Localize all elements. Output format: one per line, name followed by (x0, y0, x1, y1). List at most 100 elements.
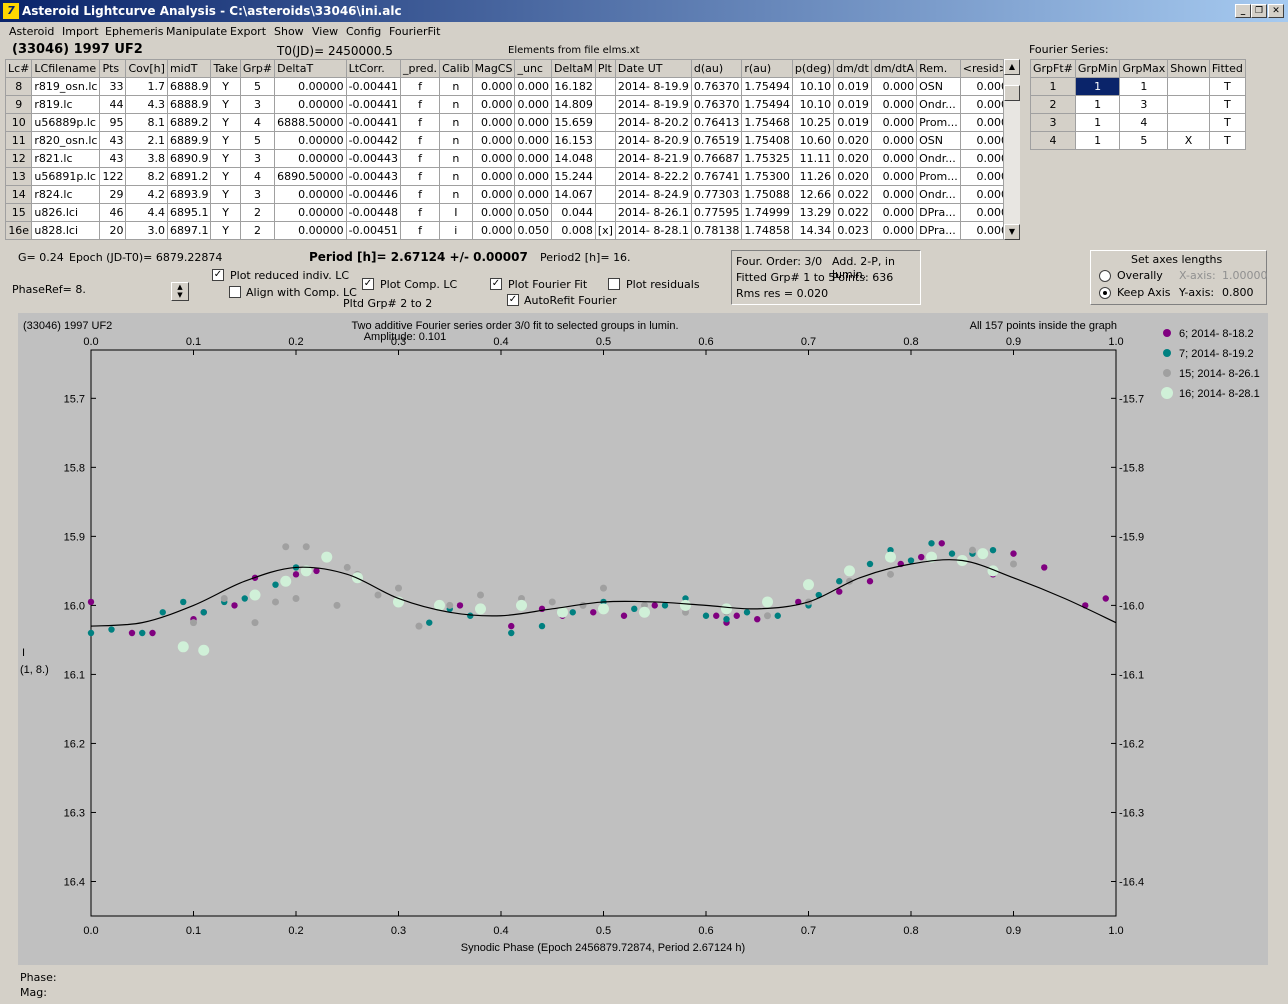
lc-cell[interactable]: 10.25 (791, 113, 835, 132)
lc-cell[interactable]: 4.3 (125, 95, 168, 114)
lc-cell[interactable]: Y (210, 77, 241, 96)
lc-col-header[interactable]: DeltaM (550, 59, 596, 78)
lc-cell[interactable]: 6888.9 (166, 95, 212, 114)
fourier-cell[interactable]: 1 (1119, 77, 1169, 96)
fourier-cell[interactable]: X (1167, 131, 1210, 150)
lc-cell[interactable]: r821.lc (31, 149, 101, 168)
lc-row-header[interactable]: 9 (5, 95, 33, 114)
fourier-row-header[interactable]: 4 (1030, 131, 1076, 150)
lc-cell[interactable]: f (400, 131, 441, 150)
lc-cell[interactable]: Y (210, 185, 241, 204)
lc-cell[interactable]: f (400, 149, 441, 168)
lc-table-row[interactable]: 13 u56891p.lc 122 8.2 6891.2 Y 4 6890.50000 -0.0… (5, 167, 1020, 186)
lc-col-header[interactable]: Date UT (614, 59, 692, 78)
lc-cell[interactable]: 0.022 (833, 185, 872, 204)
lc-cell[interactable]: -0.00441 (345, 77, 402, 96)
lc-cell[interactable]: 0.050 (514, 203, 552, 222)
lc-cell[interactable]: 0.000 (514, 77, 552, 96)
fourier-cell[interactable] (1167, 95, 1210, 114)
close-button[interactable]: ✕ (1268, 4, 1284, 18)
lc-cell[interactable]: Ondr... (916, 95, 961, 114)
lc-cell[interactable]: u56891p.lc (31, 167, 101, 186)
phaseref-spinner[interactable]: ▲ ▼ (171, 282, 189, 301)
lc-cell[interactable]: f (400, 185, 441, 204)
lc-cell[interactable]: 0.000 (959, 77, 1012, 96)
lc-cell[interactable]: n (439, 149, 473, 168)
yaxis-input[interactable]: 0.800 (1222, 286, 1254, 299)
plot-reduced-checkbox[interactable]: ✓ (212, 269, 224, 281)
lc-cell[interactable]: 0.000 (870, 203, 918, 222)
overally-radio[interactable] (1099, 270, 1111, 282)
lc-cell[interactable]: I (439, 203, 473, 222)
lc-col-header[interactable]: p(deg) (791, 59, 835, 78)
lc-cell[interactable]: 20 (99, 221, 127, 240)
lc-cell[interactable]: -0.00441 (345, 113, 402, 132)
lc-cell[interactable]: 5 (239, 77, 276, 96)
lc-cell[interactable]: 0.020 (833, 131, 872, 150)
menu-ephemeris[interactable]: Ephemeris (105, 25, 164, 38)
lc-cell[interactable]: r819_osn.lc (31, 77, 101, 96)
lc-cell[interactable]: 1.75468 (741, 113, 793, 132)
lc-cell[interactable]: 0.77595 (690, 203, 743, 222)
lc-cell[interactable]: 0.00000 (274, 203, 347, 222)
lc-cell[interactable]: 1.75300 (741, 167, 793, 186)
lc-cell[interactable]: Y (210, 221, 241, 240)
lc-cell[interactable]: 2014- 8-19.9 (614, 77, 692, 96)
lc-table-scrollbar[interactable]: ▲ ▼ (1003, 59, 1020, 240)
lc-cell[interactable]: 33 (99, 77, 127, 96)
lc-row-header[interactable]: 10 (5, 113, 33, 132)
lc-table-row[interactable]: 8 r819_osn.lc 33 1.7 6888.9 Y 5 0.00000 -0.00441… (5, 77, 1020, 96)
lc-cell[interactable]: 43 (99, 131, 127, 150)
lc-row-header[interactable]: 14 (5, 185, 33, 204)
lc-cell[interactable]: f (400, 77, 441, 96)
menu-import[interactable]: Import (62, 25, 99, 38)
lc-cell[interactable]: 11.26 (791, 167, 835, 186)
lc-cell[interactable]: Y (210, 203, 241, 222)
lc-cell[interactable]: Y (210, 113, 241, 132)
lc-cell[interactable]: 2014- 8-20.9 (614, 131, 692, 150)
lc-row-header[interactable]: 15 (5, 203, 33, 222)
lc-cell[interactable]: 1.75408 (741, 131, 793, 150)
lc-col-header[interactable]: Calib (439, 59, 473, 78)
menu-export[interactable]: Export (230, 25, 267, 38)
keep-axis-radio[interactable] (1099, 287, 1111, 299)
lc-cell[interactable]: 0.000 (471, 185, 516, 204)
scroll-thumb[interactable] (1004, 85, 1020, 101)
lc-cell[interactable]: 0.000 (514, 167, 552, 186)
fourier-cell[interactable]: T (1208, 77, 1246, 96)
lc-col-header[interactable]: dm/dt (833, 59, 872, 78)
lc-cell[interactable]: f (400, 203, 441, 222)
lc-cell[interactable]: Ondr... (916, 149, 961, 168)
fourier-cell[interactable]: T (1208, 113, 1246, 132)
lc-row-header[interactable]: 8 (5, 77, 33, 96)
lc-cell[interactable]: 0.000 (870, 131, 918, 150)
lightcurve-plot-area[interactable]: 0.0 0.0 0.1 0.1 0.2 0.2 0.3 0.3 0.4 0.4 0.5 0.5 0.6 0… (18, 313, 1268, 965)
lc-cell[interactable]: 0.000 (959, 203, 1012, 222)
lc-table-row[interactable]: 16e u828.lci 20 3.0 6897.1 Y 2 0.00000 -0.00451 f… (5, 221, 1020, 240)
fourier-cell[interactable]: 3 (1119, 95, 1169, 114)
lc-cell[interactable]: 10.10 (791, 77, 835, 96)
lc-cell[interactable]: 0.000 (514, 149, 552, 168)
lc-cell[interactable]: 29 (99, 185, 127, 204)
lc-cell[interactable]: 2 (239, 221, 276, 240)
menu-asteroid[interactable]: Asteroid (9, 25, 55, 38)
lc-cell[interactable]: 2014- 8-21.9 (614, 149, 692, 168)
lc-cell[interactable]: f (400, 113, 441, 132)
lc-cell[interactable]: 0.000 (870, 149, 918, 168)
lc-cell[interactable]: 1.75494 (741, 77, 793, 96)
lc-cell[interactable]: 0.00000 (274, 77, 347, 96)
lc-col-header[interactable]: Take (210, 59, 241, 78)
lc-cell[interactable]: 0.00000 (274, 95, 347, 114)
lc-cell[interactable]: 0.008 (550, 221, 596, 240)
lc-cell[interactable]: r820_osn.lc (31, 131, 101, 150)
lc-cell[interactable]: 3 (239, 95, 276, 114)
lc-cell[interactable]: 44 (99, 95, 127, 114)
lc-cell[interactable]: 0.000 (471, 221, 516, 240)
lc-cell[interactable]: 14.048 (550, 149, 596, 168)
lc-cell[interactable]: 2014- 8-22.2 (614, 167, 692, 186)
lc-cell[interactable]: 0.00000 (274, 221, 347, 240)
lc-cell[interactable]: 1.7 (125, 77, 168, 96)
lc-cell[interactable]: 0.000 (514, 185, 552, 204)
